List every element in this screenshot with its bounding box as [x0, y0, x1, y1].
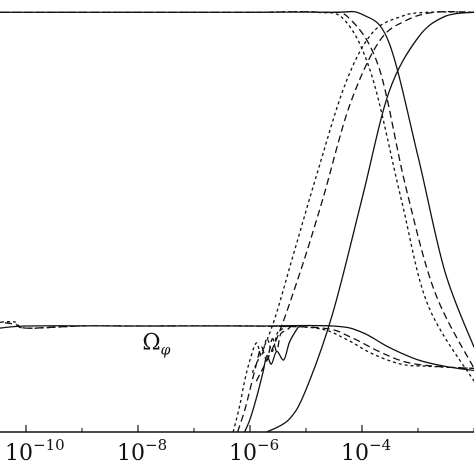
series-line-solid	[0, 324, 474, 372]
omega-phi-label: Ωφ	[142, 331, 170, 359]
tick-labels: 10−10 10−8 10−6 10−4	[5, 436, 391, 466]
series-line-dashed	[255, 10, 474, 382]
series-line-dashed	[0, 321, 474, 370]
x-tick-label: 10−8	[117, 436, 167, 466]
series-line-solid	[0, 10, 474, 348]
series-line-solid	[266, 11, 474, 433]
series-line-dashed	[236, 325, 292, 433]
annotations: Ωφ	[142, 331, 170, 359]
x-tick-label: 10−4	[341, 436, 391, 466]
series-line-dashed	[0, 11, 474, 369]
series-line-dotted	[232, 325, 287, 433]
series-line-solid	[243, 325, 300, 433]
axes	[0, 425, 474, 433]
series-line-dotted	[0, 10, 474, 382]
series-lines	[0, 10, 474, 433]
x-tick-label: 10−6	[229, 436, 279, 466]
series-line-dotted	[251, 11, 474, 373]
series-line-dotted	[0, 321, 474, 370]
x-tick-label: 10−10	[5, 436, 65, 466]
